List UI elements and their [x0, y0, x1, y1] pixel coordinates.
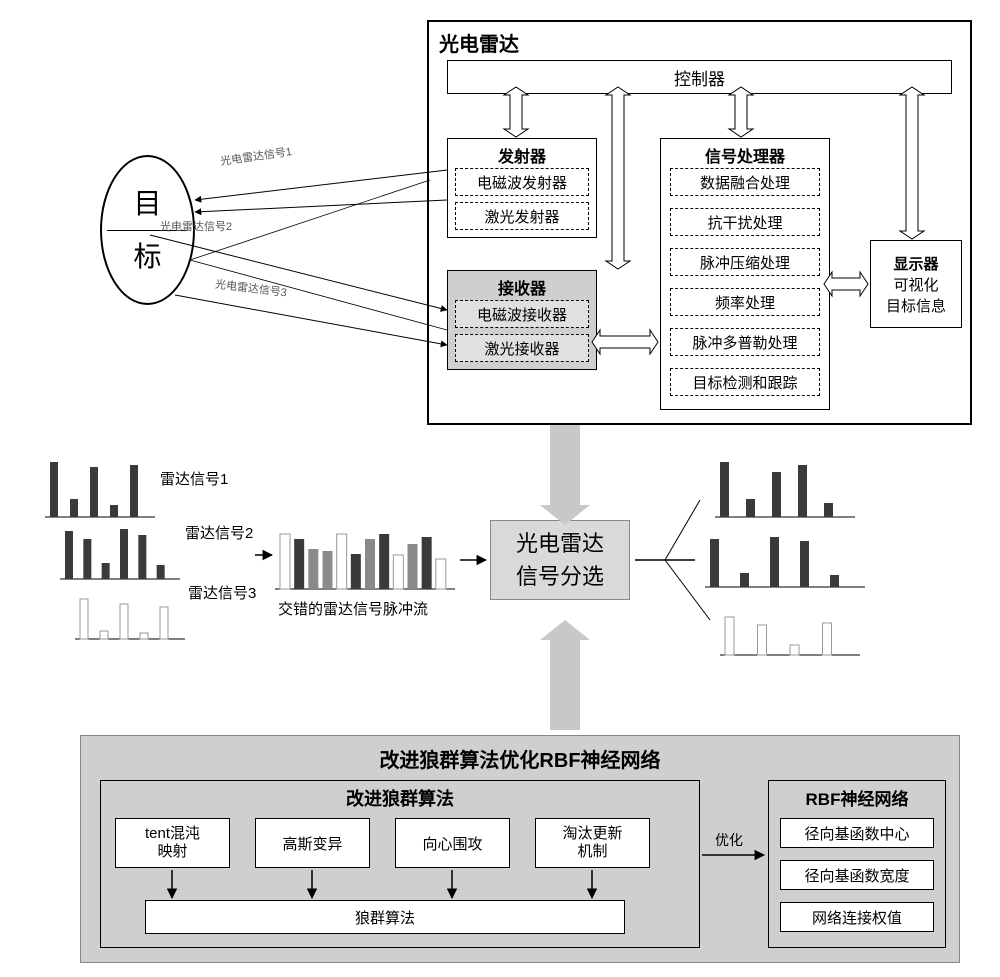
processor-item-3-label: 频率处理 [715, 292, 775, 313]
processor-item-4: 脉冲多普勒处理 [670, 328, 820, 356]
processor-item-1-label: 抗干扰处理 [707, 212, 782, 233]
signal-label-0: 光电雷达信号1 [219, 143, 293, 169]
processor-item-2: 脉冲压缩处理 [670, 248, 820, 276]
radar-system-title: 光电雷达 [439, 28, 519, 57]
wolf-base-label: 狼群算法 [355, 907, 415, 928]
wolf-item-3-label: 淘汰更新 机制 [562, 825, 622, 861]
wolf-item-1-label: 高斯变异 [282, 833, 342, 854]
wolf-base: 狼群算法 [145, 900, 625, 934]
receiver-title: 接收器 [498, 275, 546, 299]
wolf-item-2: 向心围攻 [395, 818, 510, 868]
receiver-item-0: 电磁波接收器 [455, 300, 589, 328]
rbf-item-1: 径向基函数宽度 [780, 860, 934, 890]
processor-item-3: 频率处理 [670, 288, 820, 316]
mini-chart-out2 [705, 528, 865, 588]
chart-label-sig1: 雷达信号1 [160, 468, 228, 489]
rbf-item-0: 径向基函数中心 [780, 818, 934, 848]
controller-box: 控制器 [447, 60, 952, 94]
rbf-item-2-label: 网络连接权值 [812, 907, 902, 928]
rbf-item-1-label: 径向基函数宽度 [804, 865, 909, 886]
processor-item-1: 抗干扰处理 [670, 208, 820, 236]
transmitter-item-0: 电磁波发射器 [455, 168, 589, 196]
processor-item-5-label: 目标检测和跟踪 [692, 372, 797, 393]
transmitter-item-1-label: 激光发射器 [484, 206, 559, 227]
wolf-item-0-label: tent混沌 映射 [145, 825, 200, 861]
transmitter-title: 发射器 [498, 143, 546, 167]
receiver-item-1-label: 激光接收器 [484, 338, 559, 359]
processor-title: 信号处理器 [705, 143, 785, 167]
chart-label-inter: 交错的雷达信号脉冲流 [278, 598, 428, 619]
target-line1: 目 [133, 184, 161, 223]
rbf-item-2: 网络连接权值 [780, 902, 934, 932]
optimize-label: 优化 [715, 830, 743, 850]
display-line1: 可视化 [893, 274, 938, 295]
chart-label-sig2: 雷达信号2 [185, 522, 253, 543]
wolf-item-2-label: 向心围攻 [422, 833, 482, 854]
mini-chart-sig1 [45, 458, 155, 518]
processor-item-5: 目标检测和跟踪 [670, 368, 820, 396]
center-line2: 信号分选 [516, 560, 604, 593]
signal-label-2: 光电雷达信号3 [214, 276, 288, 301]
wolf-group-title: 改进狼群算法 [346, 785, 454, 811]
display-title: 显示器 [893, 253, 938, 274]
processor-item-2-label: 脉冲压缩处理 [700, 252, 790, 273]
display-line2: 目标信息 [886, 295, 946, 316]
transmitter-item-0-label: 电磁波发射器 [477, 172, 567, 193]
processor-item-0: 数据融合处理 [670, 168, 820, 196]
display-box: 显示器 可视化 目标信息 [870, 240, 962, 328]
wolf-item-3: 淘汰更新 机制 [535, 818, 650, 868]
mini-chart-out1 [715, 458, 855, 518]
transmitter-item-1: 激光发射器 [455, 202, 589, 230]
wolf-item-0: tent混沌 映射 [115, 818, 230, 868]
signal-label-1: 光电雷达信号2 [160, 218, 232, 234]
rbf-item-0-label: 径向基函数中心 [804, 823, 909, 844]
rbf-group-title: RBF神经网络 [806, 785, 909, 810]
receiver-item-1: 激光接收器 [455, 334, 589, 362]
wolf-item-1: 高斯变异 [255, 818, 370, 868]
bottom-panel-title: 改进狼群算法优化RBF神经网络 [81, 744, 959, 773]
mini-chart-sig3 [75, 582, 185, 640]
mini-chart-inter [275, 510, 455, 590]
mini-chart-out3 [720, 598, 860, 656]
receiver-item-0-label: 电磁波接收器 [477, 304, 567, 325]
processor-item-4-label: 脉冲多普勒处理 [692, 332, 797, 353]
processor-item-0-label: 数据融合处理 [700, 172, 790, 193]
center-sorting-box: 光电雷达 信号分选 [490, 520, 630, 600]
mini-chart-sig2 [60, 520, 180, 580]
target-line2: 标 [133, 237, 161, 276]
center-line1: 光电雷达 [516, 527, 604, 560]
chart-label-sig3: 雷达信号3 [188, 582, 256, 603]
controller-label: 控制器 [674, 65, 725, 90]
